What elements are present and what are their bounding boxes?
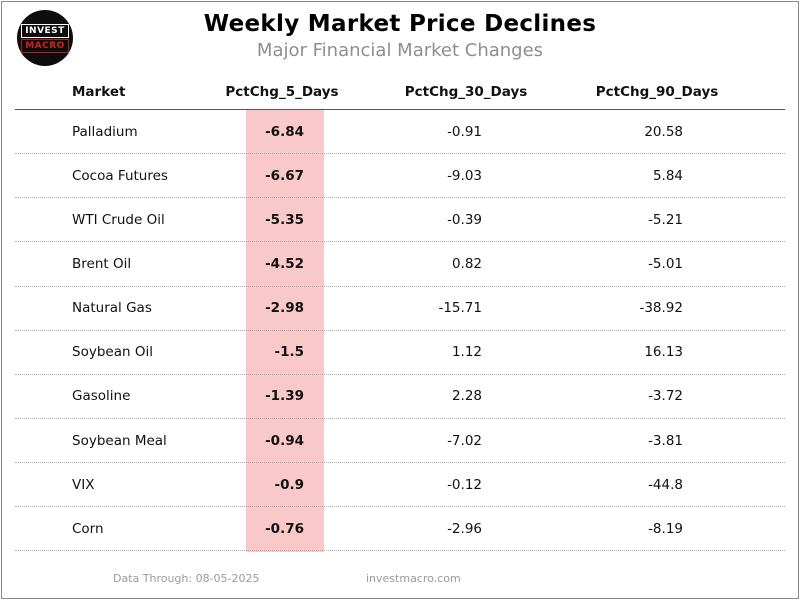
highlight-column xyxy=(246,110,324,552)
pctchg-5-days-value: -6.67 xyxy=(265,167,304,184)
pctchg-30-days-value: -7.02 xyxy=(447,432,482,449)
market-name: WTI Crude Oil xyxy=(72,211,165,228)
page-subtitle: Major Financial Market Changes xyxy=(256,40,544,61)
table-row: Gasoline -1.39 2.28 -3.72 xyxy=(15,375,785,419)
market-name: Palladium xyxy=(72,123,138,140)
pctchg-30-days-value: 1.12 xyxy=(451,344,482,361)
market-name: VIX xyxy=(72,476,95,493)
market-name: Corn xyxy=(72,520,104,537)
table-body: Palladium -6.84 -0.91 20.58 Cocoa Future… xyxy=(15,110,785,552)
table-row: Soybean Meal -0.94 -7.02 -3.81 xyxy=(15,419,785,464)
table-row: Palladium -6.84 -0.91 20.58 xyxy=(15,110,785,155)
pctchg-5-days-value: -1.39 xyxy=(265,388,304,405)
market-name: Cocoa Futures xyxy=(72,167,168,184)
investmacro-logo-icon: INVEST MACRO xyxy=(17,10,73,66)
pctchg-30-days-value: -0.12 xyxy=(447,476,482,493)
pctchg-5-days-value: -0.9 xyxy=(274,476,304,493)
pctchg-5-days-value: -4.52 xyxy=(265,255,304,272)
market-name: Gasoline xyxy=(72,388,131,405)
logo-invest-text: INVEST xyxy=(21,23,69,38)
market-name: Soybean Oil xyxy=(72,344,153,361)
logo-macro-text: MACRO xyxy=(21,38,69,53)
site-label: investmacro.com xyxy=(366,572,461,585)
pctchg-5-days-value: -1.5 xyxy=(274,344,304,361)
table-row: Brent Oil -4.52 0.82 -5.01 xyxy=(15,242,785,287)
table-row: VIX -0.9 -0.12 -44.8 xyxy=(15,463,785,508)
pctchg-5-days-value: -6.84 xyxy=(265,123,304,140)
page-title: Weekly Market Price Declines xyxy=(203,11,597,37)
pctchg-30-days-value: -9.03 xyxy=(447,167,482,184)
table-row: Natural Gas -2.98 -15.71 -38.92 xyxy=(15,287,785,331)
data-through-label: Data Through: 08-05-2025 xyxy=(113,572,260,585)
pctchg-90-days-value: -3.81 xyxy=(648,432,683,449)
pctchg-90-days-value: -5.21 xyxy=(648,211,683,228)
market-name: Soybean Meal xyxy=(72,432,167,449)
pctchg-5-days-value: -0.76 xyxy=(265,520,304,537)
col-header-pctchg-90-days: PctChg_90_Days xyxy=(595,84,719,100)
col-header-pctchg-5-days: PctChg_5_Days xyxy=(225,84,339,100)
market-table: Market PctChg_5_Days PctChg_30_Days PctC… xyxy=(15,81,785,552)
pctchg-90-days-value: -44.8 xyxy=(648,476,683,493)
pctchg-5-days-value: -5.35 xyxy=(265,211,304,228)
table-header-row: Market PctChg_5_Days PctChg_30_Days PctC… xyxy=(15,81,785,110)
pctchg-90-days-value: -8.19 xyxy=(648,520,683,537)
pctchg-5-days-value: -0.94 xyxy=(265,432,304,449)
pctchg-90-days-value: -38.92 xyxy=(639,300,683,317)
pctchg-30-days-value: -2.96 xyxy=(447,520,482,537)
pctchg-30-days-value: -15.71 xyxy=(438,300,482,317)
table-row: Soybean Oil -1.5 1.12 16.13 xyxy=(15,331,785,375)
table-row: Cocoa Futures -6.67 -9.03 5.84 xyxy=(15,154,785,199)
pctchg-30-days-value: 0.82 xyxy=(451,255,482,272)
table-row: WTI Crude Oil -5.35 -0.39 -5.21 xyxy=(15,198,785,243)
market-name: Natural Gas xyxy=(72,300,152,317)
pctchg-30-days-value: -0.39 xyxy=(447,211,482,228)
pctchg-90-days-value: 5.84 xyxy=(652,167,683,184)
pctchg-30-days-value: 2.28 xyxy=(451,388,482,405)
pctchg-90-days-value: -5.01 xyxy=(648,255,683,272)
pctchg-90-days-value: -3.72 xyxy=(648,388,683,405)
pctchg-5-days-value: -2.98 xyxy=(265,300,304,317)
pctchg-90-days-value: 16.13 xyxy=(644,344,683,361)
pctchg-90-days-value: 20.58 xyxy=(644,123,683,140)
table-row: Corn -0.76 -2.96 -8.19 xyxy=(15,507,785,552)
pctchg-30-days-value: -0.91 xyxy=(447,123,482,140)
col-header-pctchg-30-days: PctChg_30_Days xyxy=(404,84,528,100)
market-name: Brent Oil xyxy=(72,255,132,272)
col-header-market: Market xyxy=(72,84,126,100)
